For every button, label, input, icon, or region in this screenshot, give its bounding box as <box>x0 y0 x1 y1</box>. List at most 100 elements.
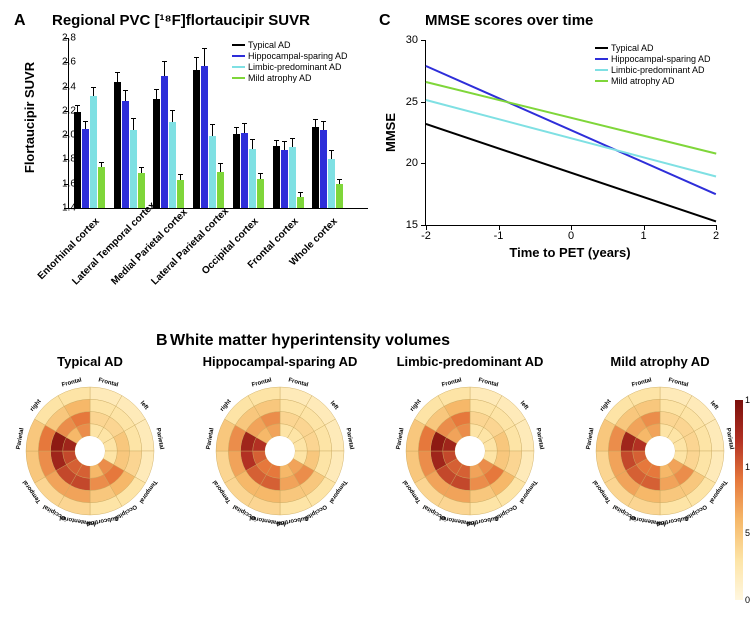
y-tick: 30 <box>406 34 426 46</box>
bar <box>336 184 343 208</box>
polar-title: Mild atrophy AD <box>580 354 740 369</box>
panel-a-title: Regional PVC [¹⁸F]flortaucipir SUVR <box>52 12 310 29</box>
panel-a-legend: Typical ADHippocampal-sparing ADLimbic-p… <box>232 40 348 84</box>
polar-wrap: Mild atrophy ADrightFrontalFrontalleftPa… <box>580 354 740 531</box>
polar-wrap: Limbic-predominant ADrightFrontalFrontal… <box>390 354 550 531</box>
bar <box>138 173 145 208</box>
panel-c: C MMSE scores over time 15202530-2-1012 … <box>375 10 740 320</box>
legend-item: Mild atrophy AD <box>232 73 348 83</box>
polar-title: Typical AD <box>10 354 170 369</box>
bar <box>98 167 105 208</box>
polar-chart: rightFrontalFrontalleftParietalTemporalO… <box>10 371 170 531</box>
bar <box>201 66 208 208</box>
svg-text:Parietal: Parietal <box>586 427 596 450</box>
polar-chart: rightFrontalFrontalleftParietalTemporalO… <box>390 371 550 531</box>
svg-text:left: left <box>329 400 339 411</box>
svg-text:Parietal: Parietal <box>396 427 406 450</box>
bar <box>153 99 160 208</box>
bar <box>161 76 168 208</box>
svg-text:Parietal: Parietal <box>345 428 355 451</box>
bar <box>241 133 248 208</box>
svg-text:Parietal: Parietal <box>206 427 216 450</box>
bar <box>177 180 184 208</box>
bar <box>209 136 216 208</box>
panel-b: B White matter hyperintensity volumes Ty… <box>10 330 740 531</box>
x-tick: 2 <box>713 225 719 242</box>
polar-title: Limbic-predominant AD <box>390 354 550 369</box>
bar <box>169 122 176 208</box>
bar <box>122 101 129 208</box>
bar <box>320 130 327 208</box>
colorbar: 051015 <box>735 400 743 600</box>
svg-text:Frontal: Frontal <box>61 377 83 388</box>
bar <box>217 172 224 208</box>
svg-text:Frontal: Frontal <box>98 377 120 388</box>
x-tick: Frontal cortex <box>229 216 300 287</box>
svg-text:Subcortical: Subcortical <box>655 515 689 527</box>
bar <box>82 129 89 208</box>
panel-b-label: B <box>156 332 168 350</box>
bar <box>130 130 137 208</box>
x-tick: Whole cortex <box>269 216 340 287</box>
svg-text:Subcortical: Subcortical <box>465 515 499 527</box>
x-tick: Medial Parietal cortex <box>110 216 181 287</box>
polar-wrap: Hippocampal-sparing ADrightFrontalFronta… <box>200 354 360 531</box>
polar-chart: rightFrontalFrontalleftParietalTemporalO… <box>200 371 360 531</box>
x-tick: Occipital cortex <box>189 216 260 287</box>
svg-text:left: left <box>519 400 529 411</box>
svg-text:Parietal: Parietal <box>535 428 545 451</box>
svg-text:Frontal: Frontal <box>631 377 653 388</box>
bar <box>297 197 304 208</box>
legend-item: Mild atrophy AD <box>595 76 711 86</box>
svg-text:Parietal: Parietal <box>725 428 735 451</box>
panel-c-ylabel: MMSE <box>383 113 398 152</box>
x-tick: Entorhinal cortex <box>30 216 101 287</box>
svg-text:Frontal: Frontal <box>478 377 500 388</box>
colorbar-tick: 15 <box>745 395 750 405</box>
y-tick: 20 <box>406 157 426 169</box>
line-series <box>426 81 716 154</box>
colorbar-tick: 0 <box>745 595 750 605</box>
panel-a: A Regional PVC [¹⁸F]flortaucipir SUVR 1.… <box>10 10 375 320</box>
polar-row: Typical ADrightFrontalFrontalleftParieta… <box>10 354 740 531</box>
panel-a-ylabel: Flortaucipir SUVR <box>22 62 37 173</box>
panel-c-xlabel: Time to PET (years) <box>425 245 715 260</box>
legend-item: Typical AD <box>232 40 348 50</box>
svg-text:Frontal: Frontal <box>441 377 463 388</box>
panel-c-title: MMSE scores over time <box>425 12 593 29</box>
x-tick: Lateral Parietal cortex <box>150 216 221 287</box>
svg-text:Subcortical: Subcortical <box>85 515 119 527</box>
x-tick: Lateral Temporal cortex <box>70 216 141 287</box>
y-tick: 25 <box>406 96 426 108</box>
polar-wrap: Typical ADrightFrontalFrontalleftParieta… <box>10 354 170 531</box>
bar <box>273 146 280 208</box>
colorbar-tick: 10 <box>745 462 750 472</box>
bar <box>281 150 288 208</box>
panel-c-legend: Typical ADHippocampal-sparing ADLimbic-p… <box>595 43 711 87</box>
svg-text:Frontal: Frontal <box>288 377 310 388</box>
colorbar-tick: 5 <box>745 528 750 538</box>
panel-b-title: White matter hyperintensity volumes <box>10 330 740 350</box>
legend-item: Hippocampal-sparing AD <box>232 51 348 61</box>
panel-c-label: C <box>379 12 391 30</box>
polar-title: Hippocampal-sparing AD <box>200 354 360 369</box>
x-tick: -1 <box>494 225 504 242</box>
svg-text:Parietal: Parietal <box>155 428 165 451</box>
bar <box>90 96 97 208</box>
x-tick: -2 <box>421 225 431 242</box>
svg-text:left: left <box>709 400 719 411</box>
legend-item: Hippocampal-sparing AD <box>595 54 711 64</box>
legend-item: Limbic-predominant AD <box>232 62 348 72</box>
panel-a-label: A <box>14 12 26 30</box>
y-tick: 2.2 <box>62 105 364 116</box>
bar <box>257 179 264 208</box>
legend-item: Typical AD <box>595 43 711 53</box>
svg-text:Subcortical: Subcortical <box>275 515 309 527</box>
bar <box>74 112 81 208</box>
svg-text:Parietal: Parietal <box>16 427 26 450</box>
svg-text:left: left <box>139 400 149 411</box>
x-tick: 1 <box>640 225 646 242</box>
svg-text:Frontal: Frontal <box>668 377 690 388</box>
legend-item: Limbic-predominant AD <box>595 65 711 75</box>
svg-text:Frontal: Frontal <box>251 377 273 388</box>
